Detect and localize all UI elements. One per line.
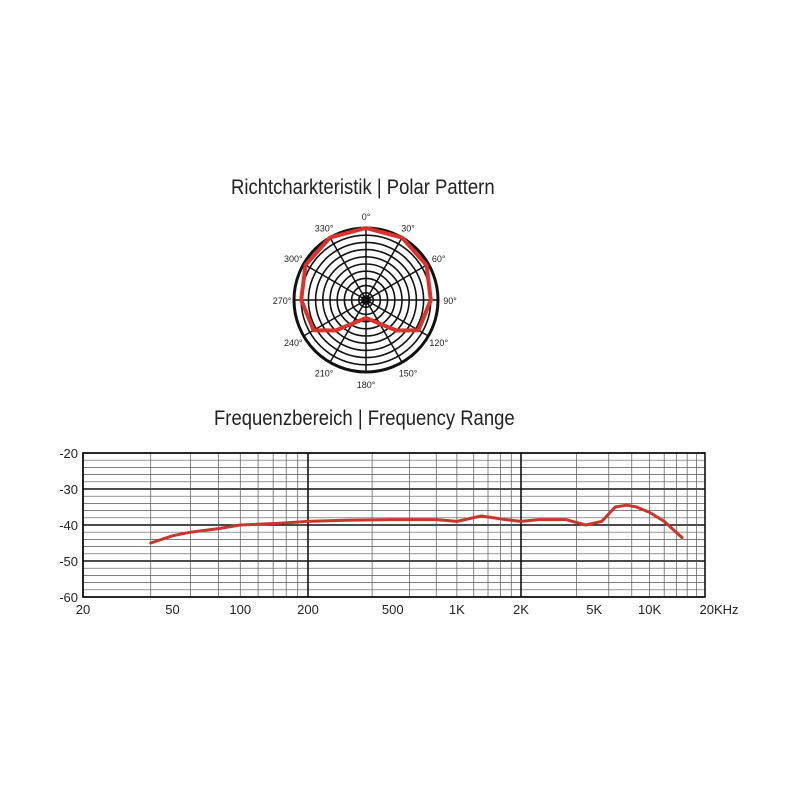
plot-border [82, 452, 706, 598]
x-tick-label: 1K [449, 602, 465, 617]
polar-angle-label: 90° [443, 296, 457, 306]
polar-pattern-title: Richtcharkteristik | Polar Pattern [231, 176, 495, 199]
x-tick-label: 500 [382, 602, 404, 617]
x-tick-label: 50 [165, 602, 179, 617]
polar-spoke [303, 263, 367, 301]
y-tick-label: -50 [59, 554, 78, 569]
polar-pattern-curve [299, 226, 433, 333]
frequency-response-curve [149, 503, 684, 545]
polar-angle-label: 120° [429, 338, 448, 348]
polar-spoke [329, 299, 367, 363]
polar-plot: 0° 30° 60° 90° 120° 150° 180° 210° 240° 270° 300° 3… [273, 212, 458, 390]
polar-spoke [365, 237, 403, 301]
y-tick-label: -30 [59, 482, 78, 497]
polar-angle-label: 0° [362, 212, 371, 222]
x-tick-label: 100 [229, 602, 251, 617]
polar-angle-label: 210° [315, 369, 334, 379]
polar-angle-label: 30° [401, 223, 415, 233]
polar-spoke [329, 237, 367, 301]
y-tick-label: -40 [59, 518, 78, 533]
frequency-range-title: Frequenzbereich | Frequency Range [214, 407, 515, 430]
x-tick-label: 20KHz [699, 602, 738, 617]
y-tick-label: -60 [59, 590, 78, 605]
polar-angle-label: 300° [284, 254, 303, 264]
x-tick-label: 10K [638, 602, 661, 617]
x-tick-label: 5K [586, 602, 602, 617]
x-tick-label: 200 [297, 602, 319, 617]
polar-angle-label: 180° [357, 380, 376, 390]
x-tick-label: 20 [76, 602, 90, 617]
polar-spoke [365, 299, 403, 363]
y-tick-label: -20 [59, 446, 78, 461]
polar-angle-label: 270° [273, 296, 292, 306]
polar-angle-label: 60° [432, 254, 446, 264]
polar-spoke [365, 263, 429, 301]
polar-angle-label: 240° [284, 338, 303, 348]
polar-angle-label: 330° [315, 223, 334, 233]
x-tick-label: 2K [513, 602, 529, 617]
polar-angle-label: 150° [399, 369, 418, 379]
